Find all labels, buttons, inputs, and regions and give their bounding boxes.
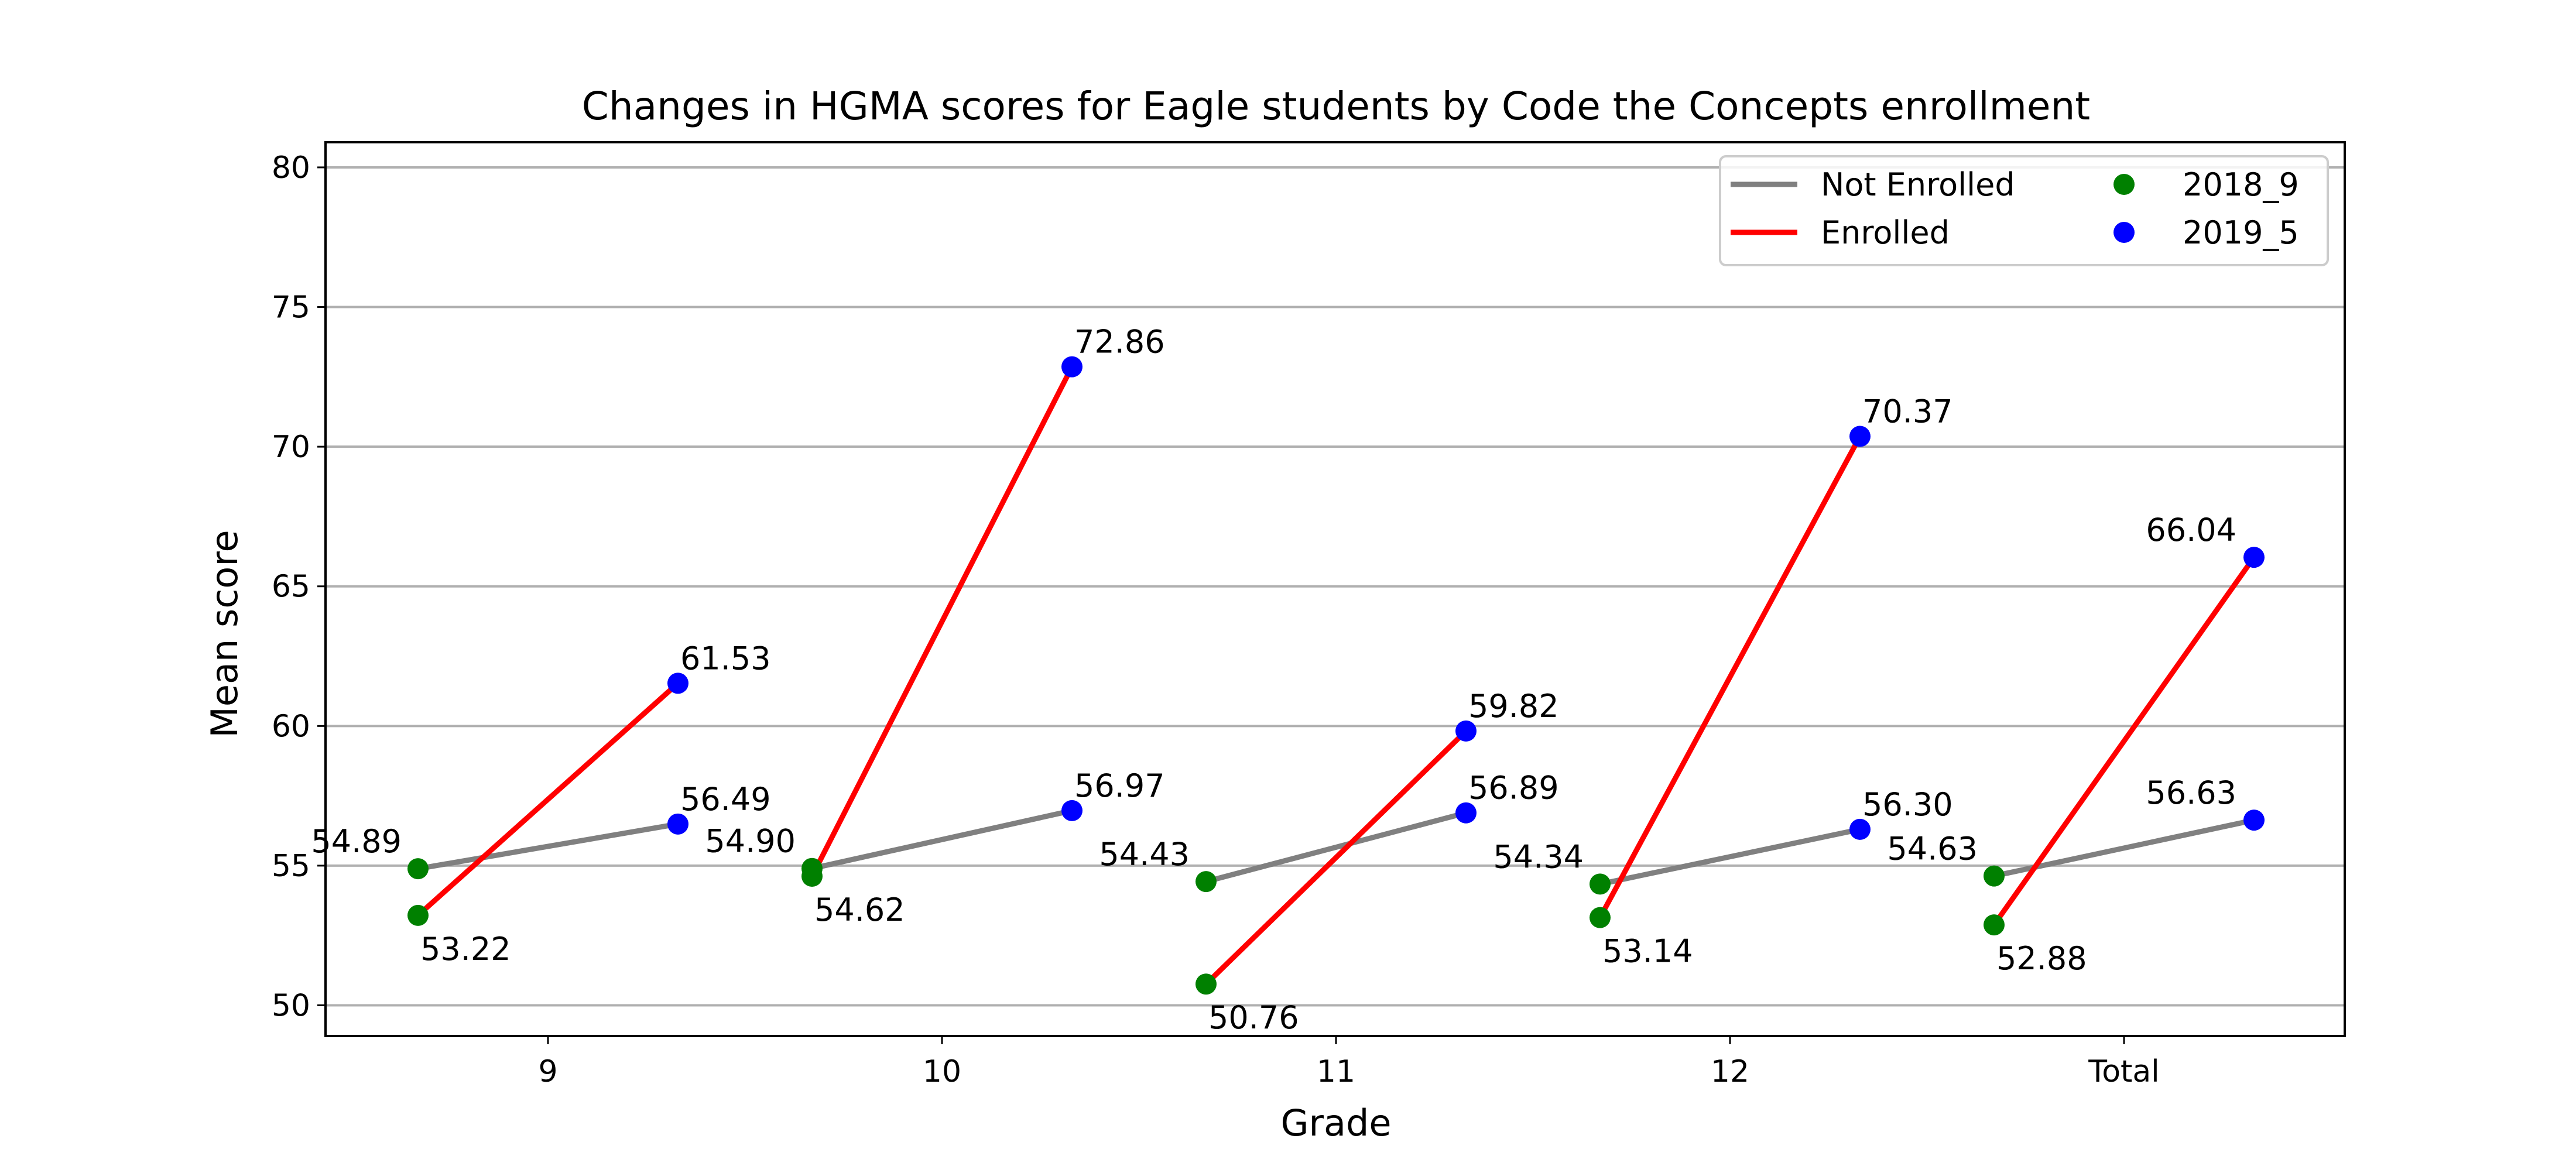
end-point [1455, 802, 1477, 824]
legend-marker-swatch [2113, 174, 2135, 195]
series-line-not-enrolled [417, 821, 679, 872]
end-point [1849, 426, 1871, 447]
x-tick-label: 12 [1711, 1054, 1749, 1089]
start-point [801, 866, 823, 887]
y-tick-label: 65 [272, 570, 310, 605]
plot-frame [324, 141, 2346, 1037]
chart-title: Changes in HGMA scores for Eagle student… [582, 84, 2090, 129]
end-value-label: 59.82 [1468, 688, 1559, 725]
start-value-label: 52.88 [1996, 940, 2087, 977]
end-point [1849, 818, 1871, 840]
end-point [667, 673, 688, 694]
y-tick-label: 75 [272, 290, 310, 325]
start-point [1590, 907, 1611, 928]
end-point [1061, 356, 1083, 378]
series-line-enrolled [809, 365, 1075, 878]
series-line-enrolled [416, 681, 680, 918]
y-tick-label: 70 [272, 430, 310, 465]
start-point [1590, 873, 1611, 895]
legend-label: Enrolled [1821, 214, 1950, 251]
end-value-label: 70.37 [1862, 393, 1953, 430]
end-point [1061, 800, 1083, 821]
end-value-label: 56.49 [680, 781, 771, 818]
legend-label: Not Enrolled [1821, 166, 2015, 203]
data-labels: 54.8956.4954.9056.9754.4356.8954.3456.30… [311, 324, 2236, 1037]
end-value-label: 72.86 [1074, 324, 1165, 361]
start-point [1984, 914, 2005, 936]
end-point [1455, 720, 1477, 742]
end-point [667, 813, 688, 835]
start-point [1984, 865, 2005, 887]
y-tick-label: 50 [272, 989, 310, 1024]
end-value-label: 56.97 [1074, 767, 1165, 804]
start-value-label: 50.76 [1208, 999, 1299, 1036]
series-line-not-enrolled [811, 808, 1073, 872]
start-point [407, 858, 429, 880]
end-value-label: 56.30 [1862, 786, 1953, 823]
series-line-enrolled [1204, 729, 1468, 986]
legend-label: 2019_5 [2183, 214, 2299, 251]
start-value-label: 53.22 [420, 931, 511, 968]
y-tick-label: 55 [272, 849, 310, 884]
x-tick-label: 9 [538, 1054, 557, 1089]
end-value-label: 56.63 [2146, 774, 2236, 811]
y-tick-label: 60 [272, 709, 310, 744]
end-value-label: 66.04 [2146, 512, 2236, 548]
start-value-label: 54.90 [705, 823, 796, 860]
end-point [2243, 810, 2265, 831]
series-layer [416, 365, 2256, 986]
end-point [2243, 547, 2265, 568]
y-axis-label: Mean score [203, 530, 246, 738]
start-value-label: 54.63 [1887, 831, 1978, 867]
start-point [407, 904, 429, 926]
end-value-label: 61.53 [680, 640, 771, 677]
series-line-not-enrolled [1205, 810, 1467, 884]
axes: 50 55 60 65 70 75 80 9 10 11 12 Total [272, 141, 2346, 1089]
start-value-label: 54.43 [1099, 836, 1190, 873]
start-value-label: 54.34 [1493, 838, 1584, 875]
x-tick-label: Total [2088, 1054, 2159, 1089]
legend-marker-swatch [2113, 222, 2135, 243]
start-value-label: 53.14 [1602, 933, 1693, 970]
x-tick-label: 11 [1317, 1054, 1355, 1089]
x-axis-label: Grade [1280, 1102, 1391, 1144]
legend-box [1719, 155, 2329, 266]
series-line-enrolled [1992, 555, 2256, 927]
series-line-not-enrolled [1599, 826, 1861, 887]
x-tick-label: 10 [923, 1054, 961, 1089]
end-value-label: 56.89 [1468, 770, 1559, 807]
start-value-label: 54.62 [814, 891, 905, 928]
start-point [1195, 973, 1217, 995]
marker-layer [407, 356, 2265, 995]
legend-label: 2018_9 [2183, 166, 2299, 203]
legend: Not Enrolled Enrolled 2018_9 2019_5 [1719, 155, 2329, 266]
y-tick-label: 80 [272, 150, 310, 186]
start-point [1195, 871, 1217, 893]
series-line-enrolled [1598, 435, 1862, 919]
